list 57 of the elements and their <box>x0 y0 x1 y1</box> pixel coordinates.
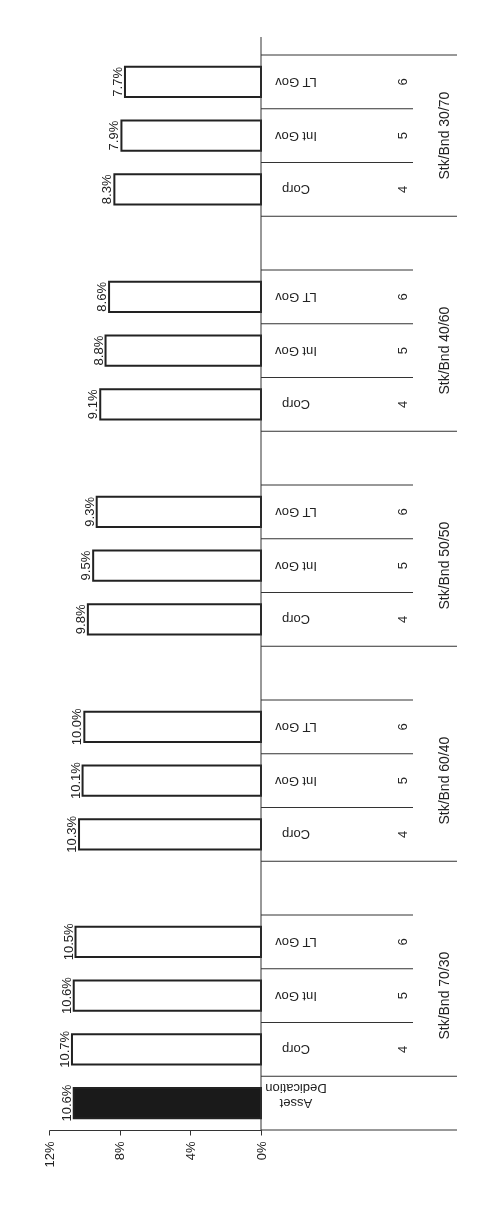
data-label: 9.1% <box>85 389 101 420</box>
data-label: 9.3% <box>81 496 97 527</box>
text: Stk/Bnd 40/60 <box>436 306 452 395</box>
category-label: LT Gov 6 <box>275 934 410 950</box>
text: Stk/Bnd 30/70 <box>436 91 452 180</box>
x-tick-label: 4% <box>182 1141 198 1161</box>
data-label: 10.0% <box>69 708 85 746</box>
bar <box>78 818 262 851</box>
data-label: 10.5% <box>60 923 76 961</box>
bar <box>123 65 262 98</box>
category-label: Corp 4 <box>281 827 410 843</box>
category-label: LT Gov 6 <box>275 74 410 90</box>
data-label: 10.6% <box>58 976 74 1015</box>
data-label: 8.6% <box>94 281 110 312</box>
category-label: Int Gov 5 <box>275 773 410 789</box>
category-label: LT Gov 6 <box>275 504 410 520</box>
bar <box>74 925 262 958</box>
bar <box>92 549 262 582</box>
bar <box>81 764 262 797</box>
data-label: 7.9% <box>106 120 122 151</box>
bar <box>86 603 262 636</box>
data-label: 9.8% <box>72 604 88 635</box>
category-label: LT Gov 6 <box>275 719 410 735</box>
bar <box>95 495 262 528</box>
bar <box>99 388 262 421</box>
data-label: 7.7% <box>109 66 125 97</box>
text: Stk/Bnd 70/30 <box>436 951 452 1040</box>
data-label: 10.3% <box>64 815 80 853</box>
x-tick-label: 0% <box>253 1141 269 1161</box>
x-tick-label: 12% <box>41 1141 57 1168</box>
category-label: Corp 4 <box>281 397 410 413</box>
data-label: 10.7% <box>56 1030 72 1068</box>
bar <box>108 280 262 313</box>
text: Stk/Bnd 50/50 <box>436 521 452 610</box>
category-label: Int Gov 5 <box>275 558 410 574</box>
x-tick-label: 8% <box>112 1141 128 1161</box>
bar <box>104 334 262 367</box>
text: Stk/Bnd 60/40 <box>436 736 452 825</box>
y-tick-label: Asset Dedication <box>265 1081 327 1112</box>
data-label: 9.5% <box>78 550 94 581</box>
bar <box>70 1033 262 1066</box>
category-label: LT Gov 6 <box>275 289 410 305</box>
data-label: 8.3% <box>99 174 115 205</box>
category-label: Corp 4 <box>281 182 410 198</box>
category-label: Int Gov 5 <box>275 988 410 1004</box>
bar <box>120 119 262 152</box>
bar <box>113 173 262 206</box>
data-label: 10.6% <box>58 1084 74 1122</box>
category-label: Int Gov 5 <box>275 128 410 144</box>
data-label: 10.1% <box>67 761 83 800</box>
bar <box>83 710 262 743</box>
category-label: Int Gov 5 <box>275 343 410 359</box>
data-label: 8.8% <box>90 335 106 366</box>
category-label: Corp 4 <box>281 1042 410 1058</box>
bar <box>72 979 262 1012</box>
bar <box>72 1087 262 1120</box>
category-label: Corp 4 <box>281 612 410 628</box>
